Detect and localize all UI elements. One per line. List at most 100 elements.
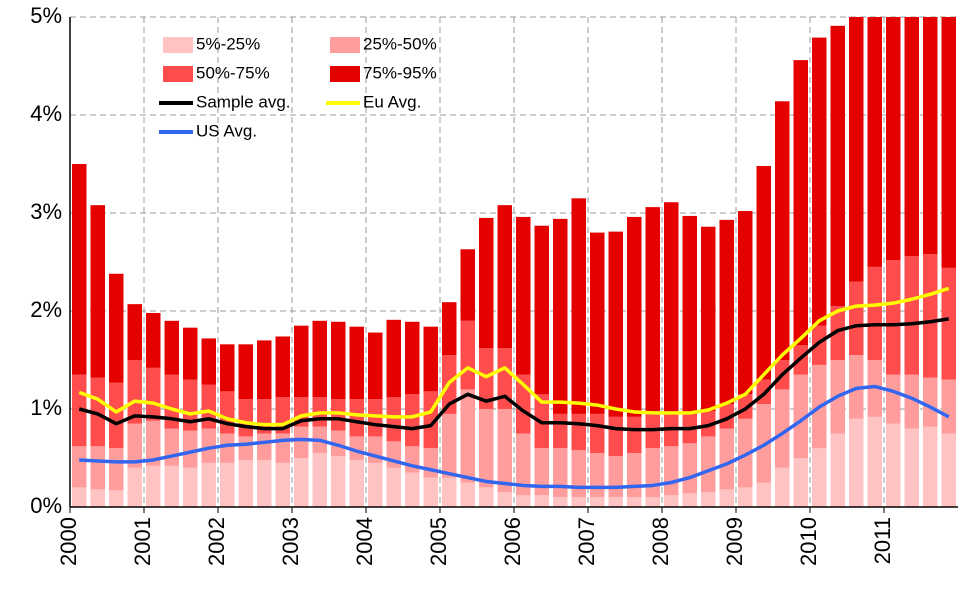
bar-segment — [72, 487, 87, 507]
bar-segment — [812, 325, 827, 365]
bar-segment — [164, 465, 179, 507]
bar-segment — [183, 467, 198, 507]
bar-segment — [497, 348, 512, 409]
bar-segment — [349, 399, 364, 437]
legend-swatch — [330, 66, 360, 82]
bar-segment — [146, 465, 161, 507]
bar-segment — [775, 101, 790, 360]
bar-segment — [442, 413, 457, 478]
bar-segment — [479, 348, 494, 409]
x-tick-label: 2008 — [648, 517, 673, 566]
bar-segment — [423, 477, 438, 507]
bar-segment — [645, 497, 660, 507]
bar-segment — [664, 202, 679, 414]
bar-segment — [183, 430, 198, 468]
legend-swatch — [163, 66, 193, 82]
bar-segment — [516, 433, 531, 496]
bar-segment — [923, 426, 938, 507]
y-tick-label: 0% — [30, 493, 62, 518]
bar-segment — [553, 448, 568, 498]
bar-segment — [201, 384, 216, 429]
bar-segment — [386, 397, 401, 442]
legend-label: US Avg. — [196, 121, 257, 140]
bar-segment — [534, 495, 549, 507]
bar-segment — [793, 60, 808, 346]
line-series — [79, 384, 950, 490]
bar-segment — [146, 367, 161, 421]
bar-segment — [590, 232, 605, 414]
bar-segment — [146, 420, 161, 466]
bar-segment — [867, 360, 882, 417]
bar-segment — [756, 482, 771, 507]
x-tick-label: 2011 — [870, 517, 895, 564]
bar-segment — [479, 487, 494, 507]
x-tick-label: 2007 — [574, 517, 599, 566]
y-tick-label: 3% — [30, 199, 62, 224]
bar-segment — [460, 482, 475, 507]
line-series — [78, 286, 950, 427]
bar-segment — [72, 164, 87, 375]
bar-segment — [312, 453, 327, 507]
bar-segment — [719, 489, 734, 507]
bar-segment — [497, 409, 512, 493]
x-tick-label: 2001 — [130, 517, 155, 566]
bar-segment — [257, 340, 272, 400]
bar-segment — [405, 472, 420, 507]
bar-segment — [664, 495, 679, 507]
bar-segment — [127, 467, 142, 507]
bar-segment — [349, 436, 364, 460]
bar-segment — [386, 467, 401, 507]
bar-segment — [571, 497, 586, 507]
bar-segment — [553, 218, 568, 414]
bar-segment — [497, 492, 512, 507]
y-tick-label: 1% — [30, 395, 62, 420]
bar-segment — [627, 216, 642, 417]
bar-segment — [349, 326, 364, 400]
bar-segment — [460, 249, 475, 321]
bar-segment — [590, 453, 605, 498]
y-tick-label: 2% — [30, 297, 62, 322]
bar-segment — [756, 165, 771, 380]
lines — [78, 286, 950, 490]
bar-segment — [275, 336, 290, 398]
bar-segment — [312, 320, 327, 398]
bar-segment — [645, 207, 660, 414]
bar-segment — [719, 404, 734, 429]
legend-label: 50%-75% — [196, 63, 270, 82]
bar-segment — [830, 25, 845, 307]
legend: 5%-25% 25%-50% 50%-75% 75%-95% Sample avg. Eu… — [159, 34, 437, 140]
bar-segment — [590, 497, 605, 507]
labels: 0% 1% 2% 3% 4% 5% 2000 2001 2002 2003 2004 2005 2006… — [30, 3, 895, 566]
bar-segment — [331, 321, 346, 400]
bar-segment — [442, 477, 457, 507]
bar-segment — [275, 462, 290, 507]
bar-segment — [164, 374, 179, 429]
bar-segment — [941, 17, 956, 268]
bar-segment — [608, 416, 623, 457]
bar-segment — [109, 382, 124, 449]
bar-segment — [608, 456, 623, 498]
bar-segment — [571, 413, 586, 451]
bar-segment — [164, 428, 179, 466]
bar-segment — [164, 320, 179, 375]
bar-segment — [127, 423, 142, 468]
bar-segment — [127, 360, 142, 424]
bar-segment — [405, 446, 420, 473]
bar-segment — [460, 389, 475, 483]
bar-segment — [201, 462, 216, 507]
bar-segment — [682, 443, 697, 494]
bar-segment — [886, 17, 901, 261]
bar-segment — [109, 448, 124, 491]
bar-segment — [423, 326, 438, 392]
bar-segment — [701, 226, 716, 411]
bar-segment — [90, 446, 105, 490]
bar-segment — [867, 266, 882, 360]
bar-segment — [220, 462, 235, 507]
bar-segment — [775, 467, 790, 507]
bar-segment — [220, 433, 235, 463]
bar-segment — [90, 489, 105, 507]
y-tick-label: 4% — [30, 101, 62, 126]
bar-segment — [257, 433, 272, 460]
